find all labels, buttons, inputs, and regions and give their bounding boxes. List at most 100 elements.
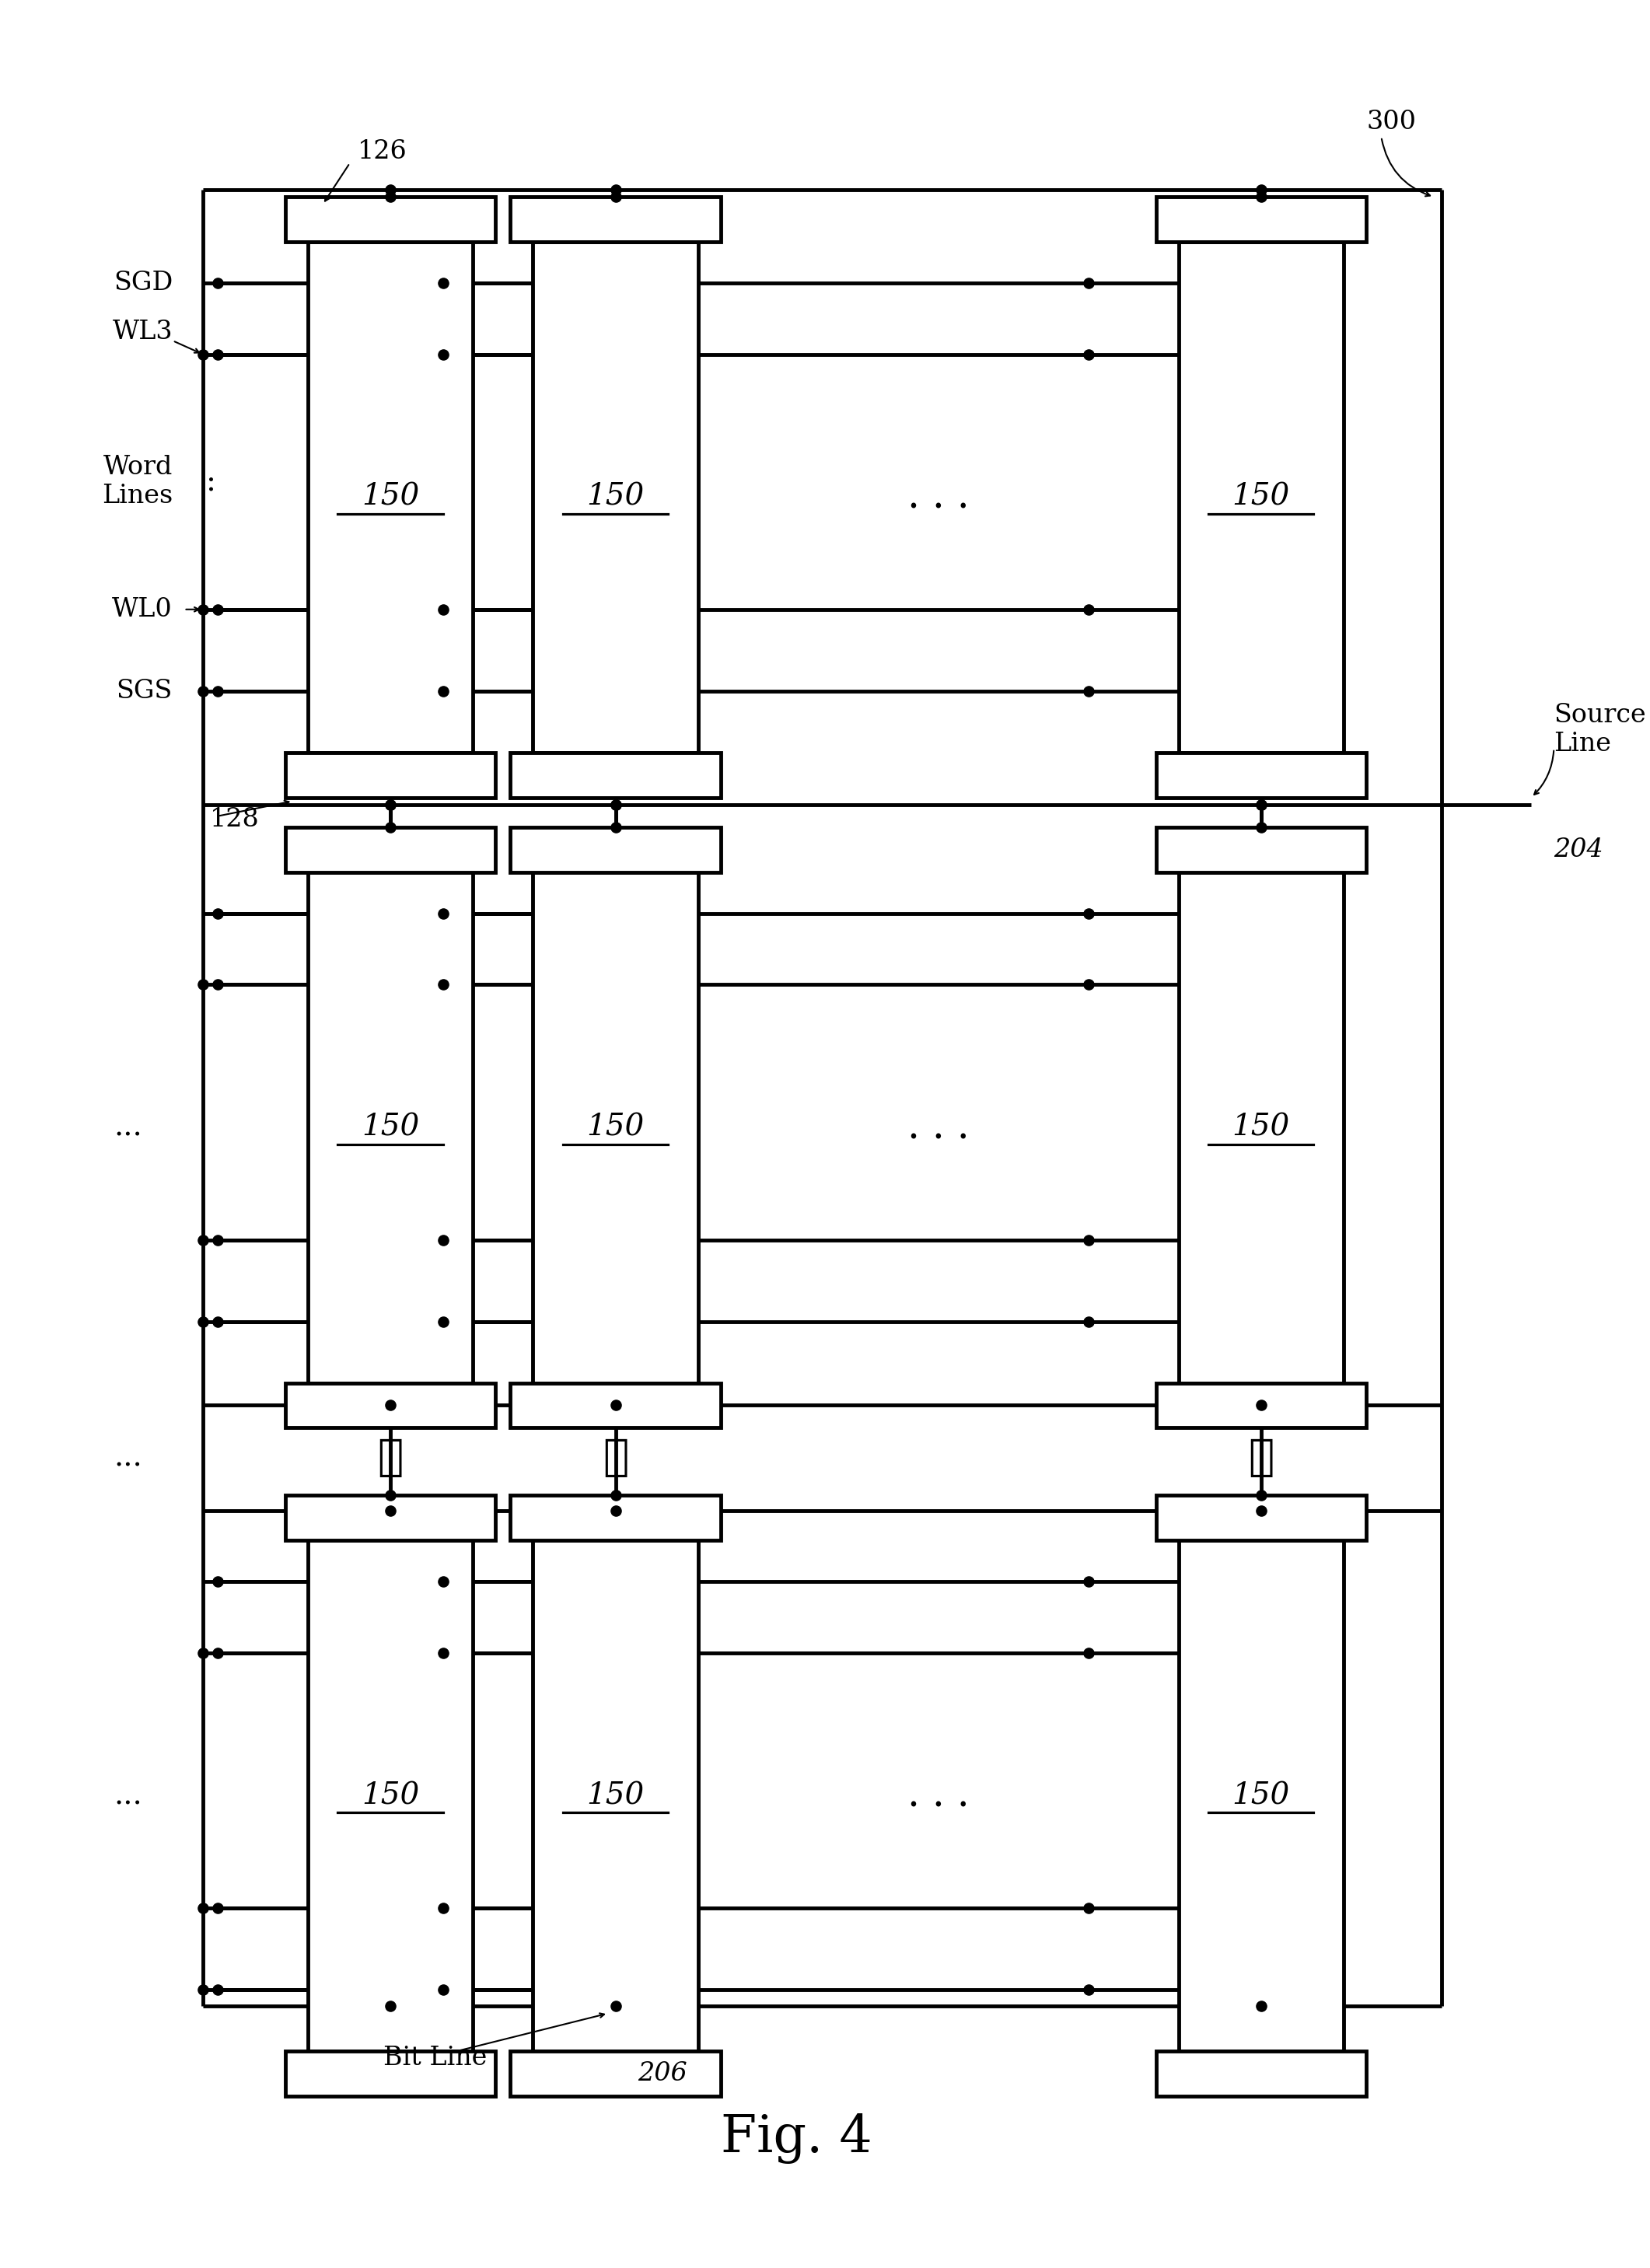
Point (1247, 1388, 1274, 1424)
Point (205, 592, 231, 628)
Bar (510, 753, 721, 798)
Bar (1157, 828, 1366, 873)
Text: 150: 150 (587, 1114, 645, 1143)
Point (378, 810, 404, 846)
Bar (533, 1540, 698, 2050)
Text: :: : (206, 467, 216, 497)
Point (429, 1889, 455, 1926)
Point (205, 966, 231, 1002)
Bar (285, 828, 495, 873)
Text: 150: 150 (1233, 483, 1290, 513)
Text: SGD: SGD (114, 270, 173, 295)
Text: . . .: . . . (908, 1776, 969, 1814)
Text: ...: ... (114, 1114, 142, 1143)
Bar (1157, 1495, 1366, 1540)
Point (1247, 1987, 1274, 2023)
Point (429, 674, 455, 710)
Point (429, 336, 455, 372)
Text: Fig. 4: Fig. 4 (721, 2114, 873, 2164)
Text: Bit Line: Bit Line (383, 2046, 487, 2071)
Bar (510, 1495, 721, 1540)
Bar (510, 1383, 721, 1429)
Point (429, 966, 455, 1002)
Point (602, 1987, 629, 2023)
Bar (1157, 197, 1366, 243)
Point (205, 674, 231, 710)
Point (1247, 787, 1274, 823)
Point (190, 1635, 216, 1672)
Point (1247, 787, 1274, 823)
Bar (285, 1383, 495, 1429)
Point (1076, 1635, 1102, 1672)
Point (190, 1971, 216, 2007)
Bar (510, 197, 721, 243)
Point (1076, 966, 1102, 1002)
Point (429, 1563, 455, 1599)
Bar (1178, 1540, 1343, 2050)
Bar (285, 197, 495, 243)
Text: ...: ... (114, 1780, 142, 1810)
Point (205, 896, 231, 932)
Point (1247, 1492, 1274, 1529)
Text: Word
Lines: Word Lines (102, 456, 173, 508)
Point (1076, 1563, 1102, 1599)
Point (602, 1492, 629, 1529)
Text: ⋯: ⋯ (378, 1436, 403, 1479)
Text: 126: 126 (358, 138, 408, 163)
Point (378, 170, 404, 206)
Point (1076, 896, 1102, 932)
Text: Source
Line: Source Line (1554, 703, 1647, 758)
Bar (1178, 873, 1343, 1383)
Point (602, 1388, 629, 1424)
Text: 300: 300 (1366, 109, 1416, 134)
Point (190, 1222, 216, 1259)
Point (205, 1304, 231, 1340)
Bar (285, 753, 495, 798)
Bar (533, 873, 698, 1383)
Bar (1157, 753, 1366, 798)
Bar (1178, 243, 1343, 753)
Point (205, 336, 231, 372)
Point (1076, 1971, 1102, 2007)
Point (378, 1388, 404, 1424)
Text: 150: 150 (1233, 1114, 1290, 1143)
Point (378, 1492, 404, 1529)
Bar (1157, 2050, 1366, 2096)
Point (1076, 1304, 1102, 1340)
Point (378, 787, 404, 823)
Bar (510, 828, 721, 873)
Text: ⋯: ⋯ (1247, 1436, 1274, 1479)
Text: SGS: SGS (117, 678, 173, 703)
Point (429, 265, 455, 302)
Point (205, 1635, 231, 1672)
Bar (309, 1540, 474, 2050)
Point (205, 1971, 231, 2007)
Point (429, 896, 455, 932)
Point (378, 1987, 404, 2023)
Point (378, 787, 404, 823)
Point (1076, 674, 1102, 710)
Text: ⋯: ⋯ (602, 1436, 629, 1479)
Point (190, 1304, 216, 1340)
Point (429, 1222, 455, 1259)
Point (602, 787, 629, 823)
Text: 150: 150 (361, 483, 419, 513)
Point (1076, 265, 1102, 302)
Point (429, 1971, 455, 2007)
Bar (510, 2050, 721, 2096)
Point (378, 1476, 404, 1513)
Point (205, 265, 231, 302)
Point (602, 170, 629, 206)
Text: 150: 150 (587, 1780, 645, 1810)
Text: 150: 150 (587, 483, 645, 513)
Point (602, 787, 629, 823)
Bar (285, 1495, 495, 1540)
Point (602, 1476, 629, 1513)
Text: 128: 128 (210, 807, 259, 832)
Text: 206: 206 (639, 2062, 688, 2087)
Point (1247, 810, 1274, 846)
Point (190, 966, 216, 1002)
Point (190, 674, 216, 710)
Point (1076, 592, 1102, 628)
Text: 204: 204 (1554, 837, 1604, 862)
